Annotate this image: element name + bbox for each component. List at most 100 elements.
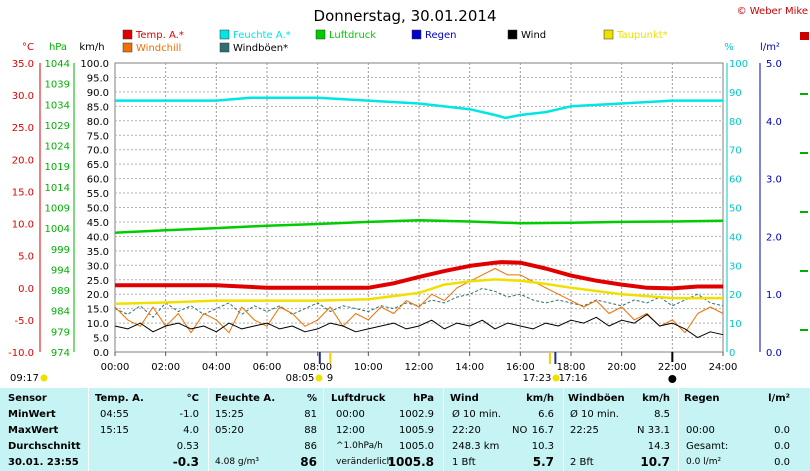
pressure-tick-label: 974 [51, 348, 70, 359]
rain-tick-label: 3.0 [766, 175, 782, 186]
legend-label: Windböen* [233, 43, 288, 54]
temp-tick-label: 25.0 [12, 123, 34, 134]
temp-tick-label: 10.0 [12, 220, 34, 231]
header-press: Luftdruck [331, 393, 386, 404]
pressure-tick-label: 1004 [45, 224, 70, 235]
temp-time: 15:15 [100, 425, 129, 436]
x-tick-label: 04:00 [202, 362, 231, 373]
press-value: 1005.8 [387, 455, 434, 469]
hum-value: 88 [304, 425, 317, 436]
time-marker-label: 09:17 [10, 373, 39, 384]
wind-value: 16.7 [531, 425, 554, 436]
sun-icon [40, 374, 48, 382]
series-layer [114, 96, 724, 339]
temp-unit: °C [22, 42, 34, 53]
series-line-temp-a [115, 260, 723, 291]
row-label: MaxWert [8, 425, 59, 436]
humidity-tick-label: 0 [729, 348, 735, 359]
hum-value: 86 [304, 441, 317, 452]
header-press-unit: hPa [413, 393, 434, 404]
gust-value: 14.3 [647, 441, 670, 452]
header-gust-unit: km/h [642, 393, 670, 404]
wind-tick-label: 95.0 [87, 73, 109, 84]
temp-tick-label: 15.0 [12, 187, 34, 198]
x-tick-label: 10:00 [354, 362, 383, 373]
humidity-tick-label: 80 [729, 117, 742, 128]
hum-value: 81 [304, 409, 317, 420]
wind-info: 248.3 km [452, 441, 500, 452]
header-wind: Wind [450, 393, 479, 404]
stats-table: Sensor Temp. A. °C Feuchte A.% Luftdruck hPa W… [0, 388, 810, 471]
humidity-tick-label: 10 [729, 319, 742, 330]
press-value: 1002.9 [399, 409, 434, 420]
temp-value: 4.0 [183, 425, 199, 436]
rain-unit: l/m² [760, 42, 780, 53]
wind-tick-label: 15.0 [87, 305, 109, 316]
pressure-tick-label: 1034 [45, 100, 70, 111]
humidity-tick-label: 40 [729, 232, 742, 243]
x-tick-label: 22:00 [658, 362, 687, 373]
axes: 00:00 02:00 04:00 06:00 08:00 10:00 12:00 14:00… [8, 32, 809, 384]
pressure-tick-label: 994 [51, 265, 70, 276]
pressure-tick-label: 1014 [45, 183, 70, 194]
header-rain-unit: l/m² [768, 393, 790, 404]
wind-tick-label: 55.0 [87, 189, 109, 200]
x-tick-label: 02:00 [151, 362, 180, 373]
edge-marker [800, 32, 809, 40]
series-line-feuchte-a [115, 96, 723, 120]
rain-tick-label: 1.0 [766, 290, 782, 301]
wind-tick-label: 100.0 [80, 59, 109, 70]
humidity-tick-label: 100 [729, 59, 748, 70]
header-hum-unit: % [306, 393, 317, 404]
temp-value: -0.3 [172, 455, 199, 469]
column-separator [563, 388, 564, 471]
time-marker-label: 17:16 [559, 373, 588, 384]
hum-value: 86 [300, 455, 317, 469]
wind-info: 1 Bft [452, 457, 476, 468]
wind-tick-label: 35.0 [87, 247, 109, 258]
pressure-unit: hPa [49, 42, 67, 53]
legend: Temp. A.* Feuchte A.* Luftdruck Regen Wind Ta… [122, 29, 668, 54]
legend-label: Windchill [136, 43, 181, 54]
rain-value: 0.0 [774, 441, 790, 452]
wind-tick-label: 70.0 [87, 146, 109, 157]
legend-label: Wind [521, 30, 546, 41]
column-separator [88, 388, 89, 471]
pressure-tick-label: 979 [51, 327, 70, 338]
column-separator [208, 388, 209, 471]
wind-direction: NO [512, 425, 528, 436]
legend-swatch [122, 29, 133, 40]
legend-label: Feuchte A.* [233, 30, 291, 41]
legend-swatch [411, 29, 422, 40]
wind-tick-label: 75.0 [87, 131, 109, 142]
legend-swatch [603, 29, 614, 40]
legend-label: Temp. A.* [135, 30, 184, 41]
press-time: 00:00 [336, 409, 365, 420]
legend-label: Taupunkt* [616, 30, 668, 41]
pressure-tick-label: 1009 [45, 204, 70, 215]
wind-tick-label: 60.0 [87, 175, 109, 186]
legend-swatch [507, 29, 518, 40]
x-tick-label: 24:00 [709, 362, 738, 373]
column-separator [678, 388, 679, 471]
header-gust: Windböen [568, 393, 625, 404]
rain-value: 0.0 [774, 425, 790, 436]
time-marker-label: 17:23 [523, 373, 552, 384]
x-tick-label: 00:00 [101, 362, 130, 373]
legend-swatch [122, 42, 133, 53]
rain-value: 0.0 [774, 457, 790, 468]
x-tick-label: 12:00 [405, 362, 434, 373]
humidity-tick-label: 90 [729, 88, 742, 99]
wind-tick-label: 25.0 [87, 276, 109, 287]
wind-tick-label: 45.0 [87, 218, 109, 229]
wind-value: 10.3 [531, 441, 554, 452]
pressure-tick-label: 1019 [45, 162, 70, 173]
humidity-tick-label: 70 [729, 146, 742, 157]
gust-value: 8.5 [654, 409, 670, 420]
rain-tick-label: 5.0 [766, 59, 782, 70]
time-marker-label: 9 [327, 373, 333, 384]
sun-icon [552, 374, 560, 382]
column-separator [323, 388, 324, 471]
hum-time: 05:20 [215, 425, 244, 436]
hum-time: 4.08 g/m³ [215, 457, 260, 467]
